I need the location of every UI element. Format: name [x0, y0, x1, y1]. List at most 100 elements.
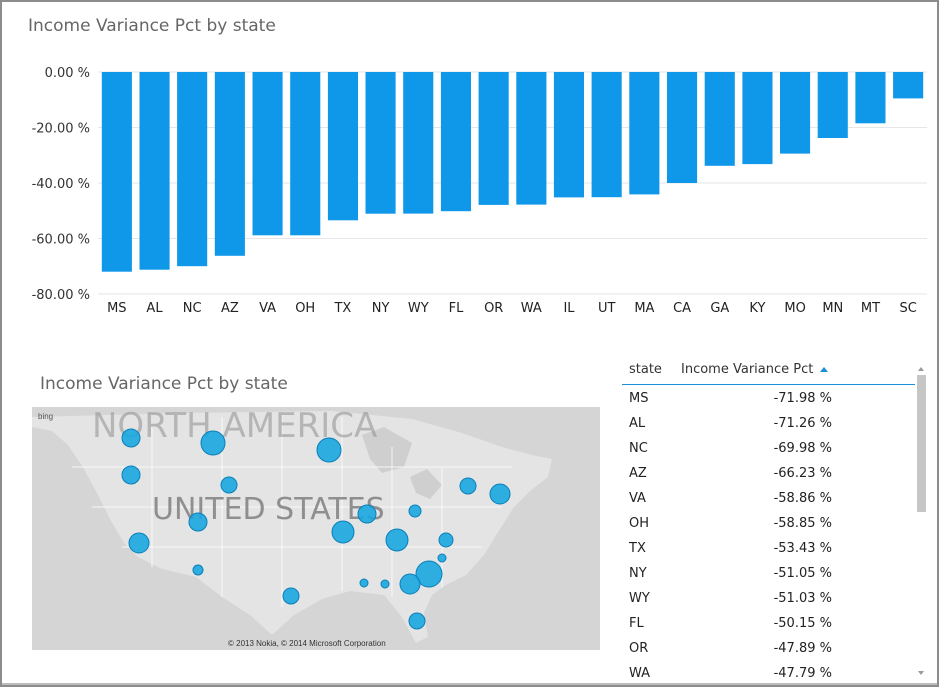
table-row[interactable]: AL -71.26 %	[622, 411, 915, 436]
map-bubble[interactable]	[408, 504, 422, 518]
x-tick-label: KY	[749, 301, 765, 316]
bar-ca[interactable]	[667, 72, 698, 183]
table-scrollbar[interactable]	[916, 365, 927, 683]
bubble-map[interactable]: NORTH AMERICA UNITED STATES bing © 2013 …	[32, 407, 600, 650]
cell-state: MS	[629, 391, 649, 406]
map-bubble[interactable]	[459, 477, 477, 495]
x-tick-label: WY	[408, 301, 429, 316]
bar-ga[interactable]	[704, 72, 735, 166]
bar-nc[interactable]	[177, 72, 208, 267]
map-bubble[interactable]	[192, 564, 204, 576]
great-lakes	[362, 427, 412, 473]
map-bubble[interactable]	[316, 437, 342, 463]
y-tick-label: -80.00 %	[32, 288, 90, 303]
map-bubble[interactable]	[128, 532, 150, 554]
bar-mn[interactable]	[817, 72, 848, 138]
map-bubble[interactable]	[357, 504, 377, 524]
table-row[interactable]: OR -47.89 %	[622, 636, 915, 661]
lake-erie	[410, 469, 442, 499]
bar-tx[interactable]	[327, 72, 358, 221]
x-tick-label: AL	[146, 301, 163, 316]
map-bubble[interactable]	[380, 579, 390, 589]
scroll-down-arrow-icon[interactable]	[918, 671, 924, 675]
scrollbar-thumb[interactable]	[917, 375, 926, 512]
header-divider	[622, 384, 915, 385]
bar-sc[interactable]	[893, 72, 924, 99]
map-bubble[interactable]	[200, 430, 226, 456]
bar-al[interactable]	[139, 72, 170, 270]
cell-state: NC	[629, 441, 648, 456]
map-title: Income Variance Pct by state	[40, 374, 288, 394]
y-tick-label: -60.00 %	[32, 233, 90, 248]
table-row[interactable]: FL -50.15 %	[622, 611, 915, 636]
bar-az[interactable]	[214, 72, 245, 256]
bar-ky[interactable]	[742, 72, 773, 165]
x-tick-label: NY	[372, 301, 390, 316]
column-header-income-variance-pct[interactable]: Income Variance Pct	[681, 362, 814, 377]
x-tick-label: VA	[259, 301, 276, 316]
bar-fl[interactable]	[440, 72, 471, 212]
x-tick-label: MN	[822, 301, 843, 316]
map-bubble[interactable]	[121, 465, 141, 485]
map-bubble[interactable]	[282, 587, 300, 605]
x-tick-label: GA	[710, 301, 729, 316]
cell-income-variance-pct: -51.03 %	[773, 591, 832, 606]
table-body: MS -71.98 % AL -71.26 % NC -69.98 % AZ -66.23 %…	[622, 386, 915, 683]
table-row[interactable]: NC -69.98 %	[622, 436, 915, 461]
table-row[interactable]: VA -58.86 %	[622, 486, 915, 511]
map-bubble[interactable]	[408, 612, 426, 630]
sort-ascending-icon[interactable]	[820, 367, 828, 372]
map-bubble[interactable]	[220, 476, 238, 494]
cell-income-variance-pct: -53.43 %	[773, 541, 832, 556]
map-bubble[interactable]	[399, 573, 421, 595]
cell-state: WA	[629, 666, 651, 681]
bar-oh[interactable]	[290, 72, 321, 236]
map-bubble[interactable]	[331, 520, 355, 544]
x-tick-label: OH	[295, 301, 315, 316]
cell-income-variance-pct: -58.86 %	[773, 491, 832, 506]
bar-wa[interactable]	[516, 72, 547, 205]
map-bubble[interactable]	[489, 483, 511, 505]
bar-ms[interactable]	[101, 72, 132, 272]
x-tick-label: NC	[183, 301, 202, 316]
bar-chart-title: Income Variance Pct by state	[28, 16, 276, 36]
x-tick-label: MT	[861, 301, 880, 316]
map-bubble[interactable]	[415, 560, 443, 588]
bar-ut[interactable]	[591, 72, 622, 198]
bar-or[interactable]	[478, 72, 509, 205]
table-row[interactable]: WY -51.03 %	[622, 586, 915, 611]
table-row[interactable]: OH -58.85 %	[622, 511, 915, 536]
table-row[interactable]: NY -51.05 %	[622, 561, 915, 586]
cell-income-variance-pct: -50.15 %	[773, 616, 832, 631]
cell-state: NY	[629, 566, 647, 581]
table-row[interactable]: WA -47.79 %	[622, 661, 915, 683]
cell-state: OR	[629, 641, 649, 656]
cell-income-variance-pct: -71.98 %	[773, 391, 832, 406]
map-bubble[interactable]	[385, 528, 409, 552]
scroll-up-arrow-icon[interactable]	[918, 367, 924, 371]
x-tick-label: TX	[333, 301, 351, 316]
column-header-state[interactable]: state	[629, 362, 662, 377]
map-bubble[interactable]	[188, 512, 208, 532]
bar-mo[interactable]	[780, 72, 811, 154]
y-axis: 0.00 % -20.00 % -40.00 % -60.00 % -80.00 %	[32, 66, 90, 303]
bar-ny[interactable]	[365, 72, 396, 214]
data-table: state Income Variance Pct MS -71.98 % AL -7…	[622, 358, 917, 683]
bar-ma[interactable]	[629, 72, 660, 195]
map-bubble[interactable]	[359, 578, 369, 588]
table-row[interactable]: AZ -66.23 %	[622, 461, 915, 486]
map-bubble[interactable]	[438, 532, 454, 548]
bar-mt[interactable]	[855, 72, 886, 124]
bottom-divider	[2, 683, 937, 685]
map-bubble[interactable]	[437, 553, 447, 563]
x-tick-label: MA	[634, 301, 654, 316]
table-row[interactable]: TX -53.43 %	[622, 536, 915, 561]
bar-wy[interactable]	[403, 72, 434, 214]
map-bubble[interactable]	[121, 428, 141, 448]
country-label: UNITED STATES	[152, 492, 385, 527]
table-row[interactable]: MS -71.98 %	[622, 386, 915, 411]
bar-il[interactable]	[553, 72, 584, 198]
bar-va[interactable]	[252, 72, 283, 236]
cell-income-variance-pct: -47.89 %	[773, 641, 832, 656]
